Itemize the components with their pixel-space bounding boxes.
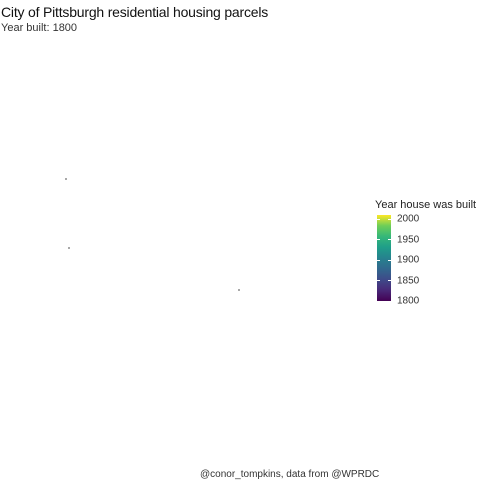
color-legend: Year house was built 2000 1950 1900 1850 180…: [375, 199, 479, 309]
legend-label: 1900: [397, 254, 420, 266]
parcel-layer: [65, 178, 240, 291]
plot-subtitle: Year built: 1800: [1, 22, 78, 34]
parcel-point: [238, 289, 240, 291]
legend-title: Year house was built: [375, 199, 477, 211]
legend-label: 1850: [397, 275, 420, 287]
parcel-point: [68, 247, 70, 249]
legend-colorbar: [377, 215, 391, 301]
plot-title: City of Pittsburgh residential housing p…: [1, 4, 269, 20]
legend-label: 1950: [397, 234, 420, 246]
parcel-point: [65, 178, 67, 180]
legend-label: 1800: [397, 295, 420, 307]
legend-label: 2000: [397, 213, 420, 225]
plot-caption: @conor_tompkins, data from @WPRDC: [200, 469, 380, 480]
